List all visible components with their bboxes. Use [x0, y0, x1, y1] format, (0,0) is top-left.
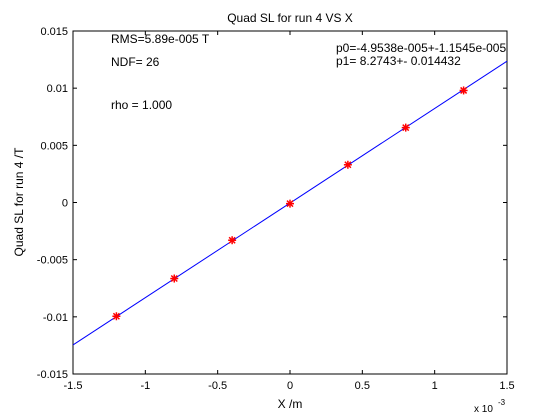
y-tick-label: 0 [62, 198, 68, 210]
data-point [170, 274, 179, 283]
y-axis-title: Quad SL for run 4 /T [12, 147, 26, 257]
x-tick-label: 1 [432, 380, 438, 392]
x-tick-label: 0 [287, 380, 293, 392]
chart-title: Quad SL for run 4 VS X [227, 11, 353, 25]
y-tick-label: 0.005 [40, 140, 68, 152]
data-point [112, 312, 121, 321]
x-axis-multiplier-exponent: -3 [498, 398, 506, 407]
y-tick-label: 0.015 [40, 26, 68, 38]
y-tick-label: 0.01 [47, 83, 68, 95]
data-point [343, 160, 352, 169]
x-axis-multiplier-label: x 10 [474, 404, 493, 415]
x-tick-label: -1.5 [64, 380, 83, 392]
data-point [401, 123, 410, 132]
data-point [286, 199, 294, 208]
data-point [459, 86, 468, 95]
x-axis-title: X /m [278, 397, 303, 411]
y-axis-ticks: -0.015 -0.01 -0.005 0 0.005 0.01 0.015 [37, 26, 507, 381]
y-tick-label: -0.01 [43, 312, 68, 324]
annotation-ndf: NDF= 26 [111, 55, 160, 69]
x-tick-label: -1 [140, 380, 150, 392]
x-tick-label: 1.5 [499, 380, 514, 392]
x-axis-ticks: -1.5 -1 -0.5 0 0.5 1 1.5 [64, 31, 515, 392]
annotation-rms: RMS=5.89e-005 T [111, 32, 210, 46]
x-tick-label: -0.5 [208, 380, 227, 392]
y-tick-label: -0.015 [37, 369, 68, 381]
data-points [112, 86, 468, 321]
annotation-rho: rho = 1.000 [111, 98, 172, 112]
annotation-p0: p0=-4.9538e-005+-1.1545e-005 [336, 41, 506, 55]
data-point [228, 236, 237, 245]
x-tick-label: 0.5 [355, 380, 370, 392]
annotation-p1: p1= 8.2743+- 0.014432 [336, 54, 461, 68]
y-tick-label: -0.005 [37, 255, 68, 267]
